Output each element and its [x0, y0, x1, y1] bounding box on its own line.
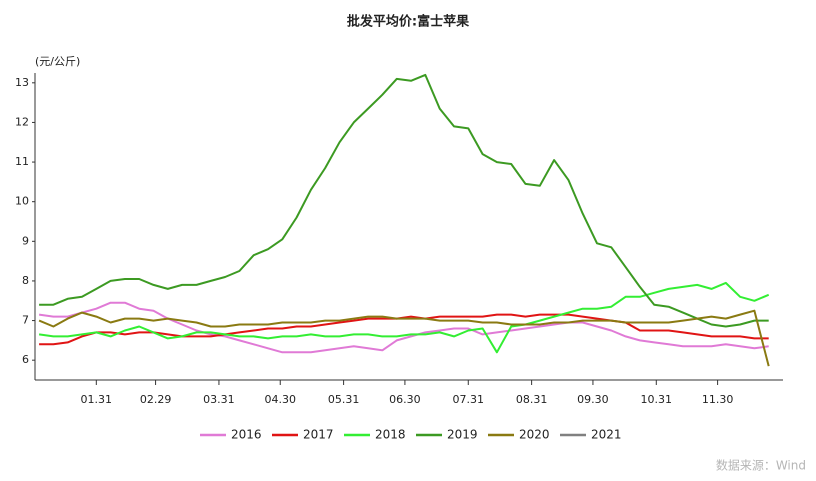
series-line: [38, 301, 769, 354]
y-tick-label: 12: [15, 115, 29, 128]
x-tick-label: 07.31: [453, 393, 485, 406]
x-tick-label: 04.30: [264, 393, 296, 406]
x-tick-label: 09.30: [577, 393, 609, 406]
legend-label: 2021: [591, 428, 622, 442]
legend-label: 2018: [375, 428, 406, 442]
source-note: 数据来源：Wind: [716, 458, 806, 473]
y-tick-label: 6: [22, 353, 29, 366]
x-tick-label: 11.30: [702, 393, 734, 406]
x-tick-label: 01.31: [81, 393, 113, 406]
x-tick-label: 10.31: [641, 393, 673, 406]
chart-title: 批发平均价:富士苹果: [347, 14, 469, 30]
x-tick-label: 05.31: [328, 393, 360, 406]
legend-label: 2016: [231, 428, 262, 442]
series-line: [39, 73, 769, 328]
y-tick-label: 11: [15, 155, 29, 168]
x-tick-label: 08.31: [516, 393, 548, 406]
legend-label: 2019: [447, 428, 478, 442]
x-tick-label: 03.31: [203, 393, 235, 406]
y-tick-label: 13: [15, 76, 29, 89]
legend-label: 2017: [303, 428, 334, 442]
x-tick-label: 02.29: [140, 393, 172, 406]
y-axis-label: (元/公斤): [35, 55, 80, 68]
series-line: [38, 309, 770, 367]
x-tick-label: 06.30: [389, 393, 421, 406]
y-tick-label: 8: [22, 274, 29, 287]
legend-label: 2020: [519, 428, 550, 442]
y-tick-label: 9: [22, 234, 29, 247]
y-tick-label: 10: [15, 195, 29, 208]
y-tick-label: 7: [22, 314, 29, 327]
